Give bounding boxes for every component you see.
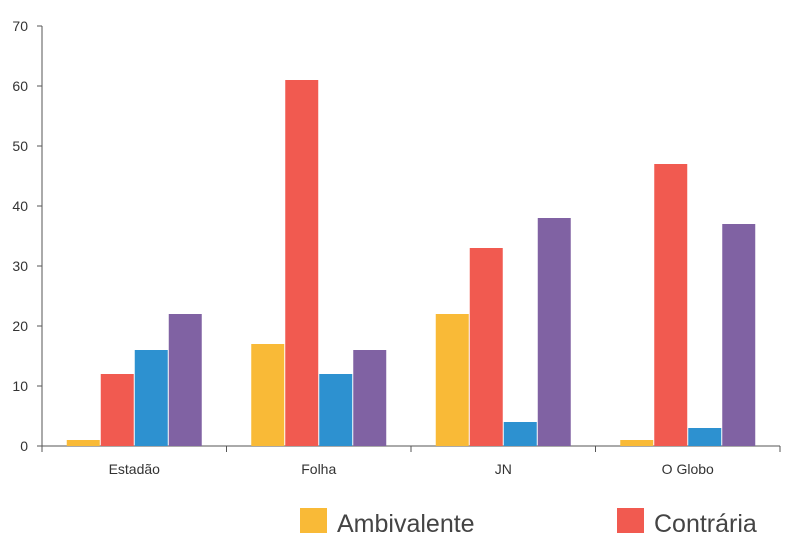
bar-o-globo-series-2	[688, 428, 722, 446]
y-tick-label: 30	[12, 258, 28, 274]
bar-estadão-series-0	[66, 440, 100, 446]
y-tick-label: 60	[12, 78, 28, 94]
bar-estadão-series-1	[100, 374, 134, 446]
legend-swatch-contraria	[617, 508, 644, 533]
bar-jn-series-2	[503, 422, 537, 446]
bar-jn-series-1	[469, 248, 503, 446]
x-tick-label: JN	[495, 461, 512, 477]
bar-folha-series-3	[353, 350, 387, 446]
bar-folha-series-0	[251, 344, 285, 446]
y-tick-label: 50	[12, 138, 28, 154]
x-axis-ticks: Estadão Folha JN O Globo	[41, 446, 781, 477]
y-tick-label: 40	[12, 198, 28, 214]
y-tick-label: 70	[12, 18, 28, 34]
chart-bars	[66, 80, 756, 446]
bar-folha-series-2	[319, 374, 353, 446]
bar-o-globo-series-3	[722, 224, 756, 446]
legend-swatch-ambivalente	[300, 508, 327, 533]
bar-estadão-series-2	[134, 350, 168, 446]
x-tick-label: Folha	[301, 461, 336, 477]
bar-o-globo-series-1	[654, 164, 688, 446]
legend: Ambivalente Contrária	[300, 508, 757, 533]
y-tick-label: 0	[20, 438, 28, 454]
bar-folha-series-1	[285, 80, 319, 446]
bar-jn-series-3	[537, 218, 571, 446]
legend-label-contraria: Contrária	[654, 510, 757, 533]
y-tick-label: 20	[12, 318, 28, 334]
y-tick-label: 10	[12, 378, 28, 394]
legend-label-ambivalente: Ambivalente	[337, 510, 475, 533]
x-tick-label: O Globo	[662, 461, 714, 477]
bar-estadão-series-3	[168, 314, 202, 446]
x-tick-label: Estadão	[109, 461, 161, 477]
bar-o-globo-series-0	[620, 440, 654, 446]
bar-jn-series-0	[435, 314, 469, 446]
y-axis-ticks: 0 10 20 30 40 50 60 70	[12, 18, 42, 454]
